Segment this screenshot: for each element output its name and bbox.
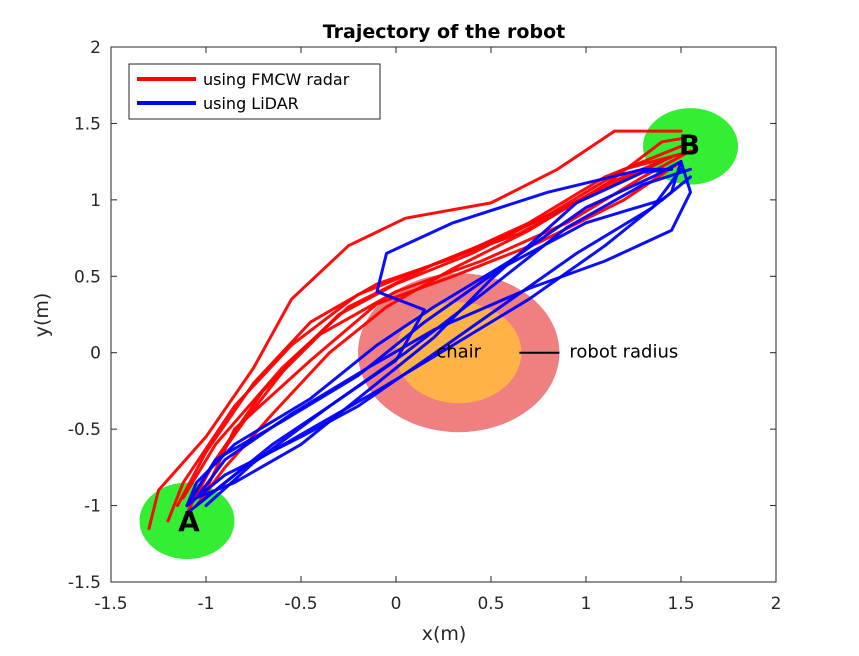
x-tick-label: -1.5 [94, 594, 127, 614]
robot-radius-label: robot radius [569, 342, 678, 363]
x-tick-label: 1 [581, 594, 592, 614]
lidar-trajectory-8 [195, 160, 692, 500]
chair-label: chair [436, 342, 481, 363]
plot-area-frame [110, 46, 777, 583]
x-axis-label: x(m) [422, 623, 467, 645]
x-tick-label: 1.5 [667, 594, 694, 614]
y-tick-label: 0 [90, 344, 101, 364]
y-tick-label: -1.5 [68, 573, 101, 593]
region-b-label: B [679, 128, 700, 161]
region-a-label: A [178, 505, 200, 538]
y-tick-label: 1.5 [74, 114, 101, 134]
y-tick-label: 1 [90, 191, 101, 211]
radar-trajectory-3 [176, 144, 683, 508]
x-tick-label: 0 [391, 594, 402, 614]
y-tick-label: 2 [90, 38, 101, 58]
radar-trajectory-4 [147, 129, 683, 530]
series-layer [147, 129, 692, 530]
radar-trajectory-6 [204, 160, 683, 492]
y-tick-label: -1 [84, 497, 101, 517]
x-tick-label: -1 [198, 594, 215, 614]
legend-label-radar: using FMCW radar [203, 70, 350, 89]
x-tick-label: 2 [771, 594, 782, 614]
lidar-trajectory-3 [185, 160, 683, 508]
lidar-trajectory-7 [204, 167, 673, 508]
y-axis-label: y(m) [31, 293, 53, 338]
ticks-layer: -1.5 -1 -0.5 0 0.5 1 1.5 2 -1.5 -1 -0.5 0 0.5 1 1.5 2 [68, 38, 782, 614]
legend-label-lidar: using LiDAR [203, 94, 299, 113]
y-tick-label: 0.5 [74, 267, 101, 287]
chair-obstacle [396, 302, 522, 404]
radar-trajectory-8 [166, 137, 683, 523]
x-tick-label: 0.5 [477, 594, 504, 614]
legend: using FMCW radar using LiDAR [128, 63, 381, 120]
lidar-trajectory-4 [185, 167, 692, 515]
y-tick-label: -0.5 [68, 420, 101, 440]
chart-title: Trajectory of the robot [323, 21, 565, 43]
x-tick-label: -0.5 [284, 594, 317, 614]
lidar-trajectory-5 [195, 167, 673, 500]
legend-box [128, 63, 381, 120]
lidar-trajectory-6 [185, 175, 692, 508]
